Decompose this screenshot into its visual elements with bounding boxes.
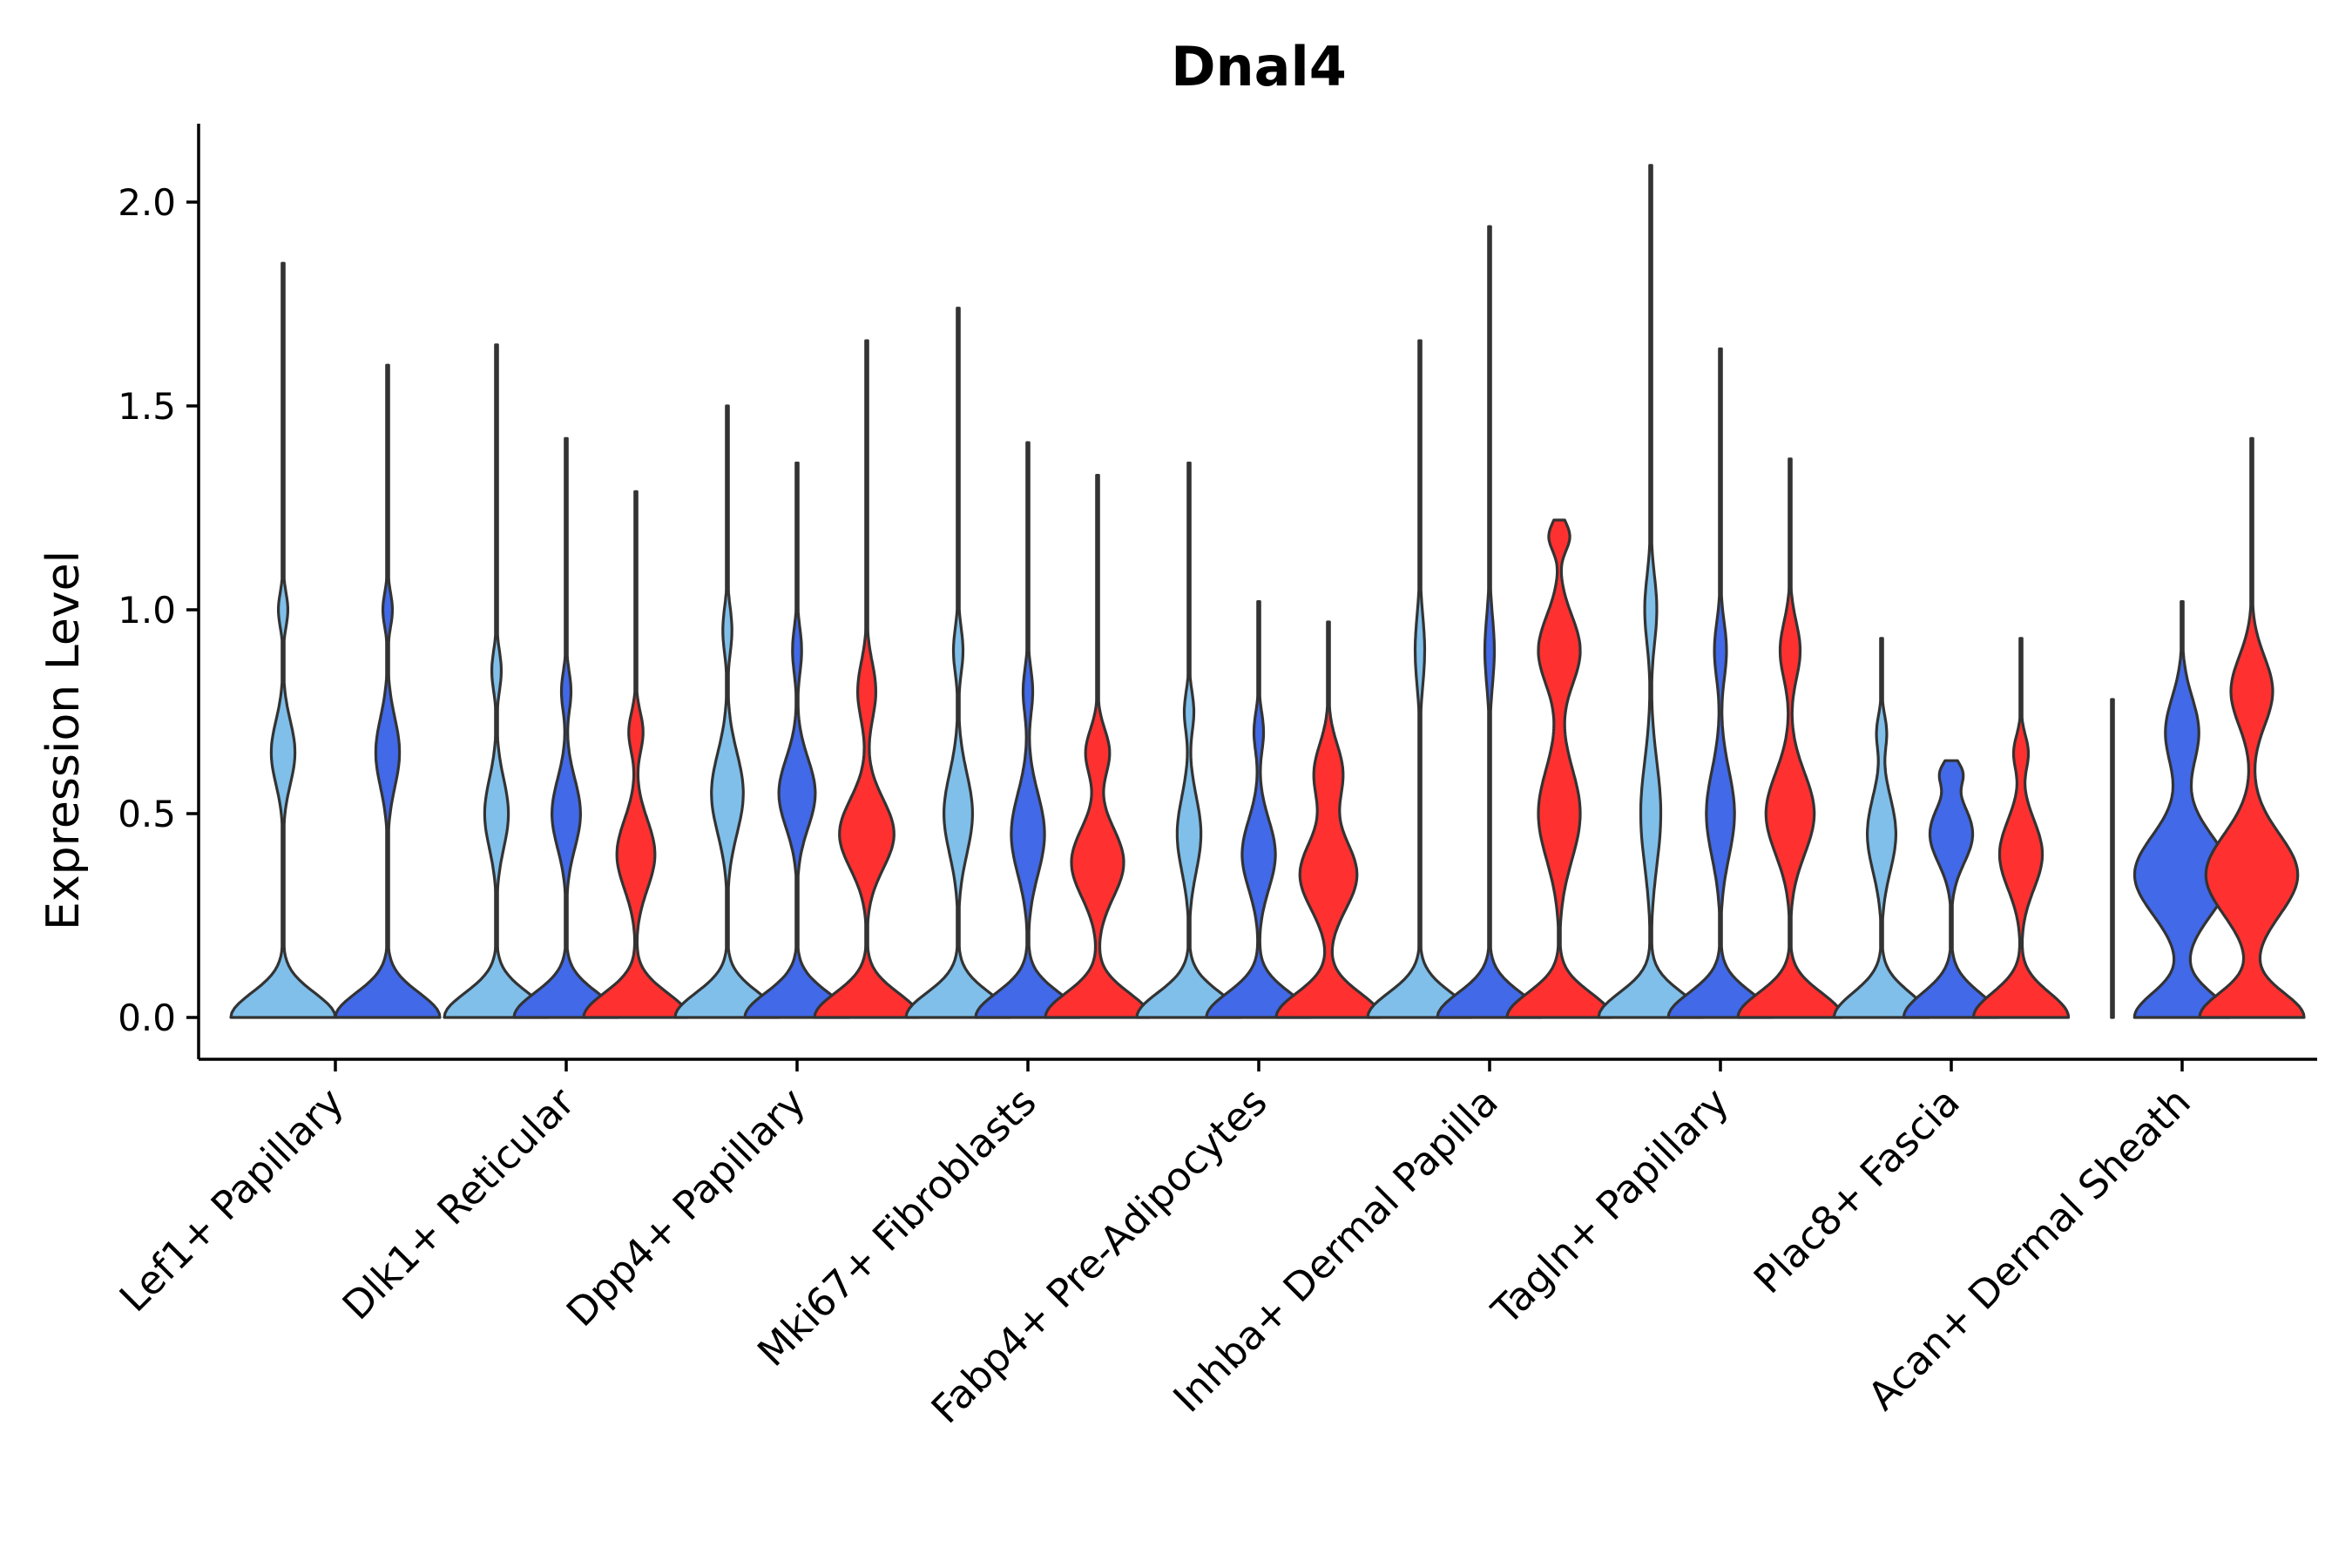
violin-7-2 [1666,347,1774,1019]
x-axis [199,1058,2317,1071]
violin-1-1 [229,261,337,1019]
violin-3-2 [743,461,851,1019]
violin-8-3 [1971,637,2071,1019]
x-tick-label: Dpp4+ Papillary [558,1078,814,1335]
violin-6-2 [1436,225,1544,1019]
y-tick-label: 0.0 [118,997,176,1039]
violin-4-3 [1044,474,1152,1019]
violin-6-3 [1505,518,1613,1019]
x-tick-label: Dlk1+ Reticular [334,1078,584,1328]
violin-4-1 [904,307,1012,1019]
x-tick-label: Tagln+ Papillary [1483,1078,1738,1334]
y-tick-label: 2.0 [118,181,176,224]
violin-7-3 [1736,457,1844,1019]
violin-1-2 [334,363,442,1019]
violin-8-2 [1902,759,2001,1019]
y-axis: 0.0 0.5 1.0 1.5 2.0 [118,124,200,1059]
y-tick-label: 0.5 [118,793,176,835]
violin-2-2 [512,436,620,1019]
violin-5-2 [1205,600,1313,1019]
y-tick-label: 1.5 [118,385,176,428]
violin-3-1 [673,404,781,1019]
chart-title: Dnal4 [1171,35,1347,98]
violin-9-3 [2198,436,2306,1019]
y-tick-label: 1.0 [118,589,176,632]
violin-9-2 [2132,600,2232,1019]
violin-3-3 [813,339,921,1019]
violin-8-1 [1832,637,1931,1019]
violin-9-1 [2110,698,2115,1019]
x-tick-label: Lef1+ Papillary [111,1078,353,1321]
violin-5-1 [1135,461,1243,1019]
violin-7-1 [1597,164,1705,1019]
violin-5-3 [1274,620,1382,1019]
violin-4-2 [974,441,1082,1019]
y-axis-label: Expression Level [37,551,90,930]
violin-2-1 [443,343,551,1019]
x-tick-label: Plac8+ Fascia [1745,1078,1969,1302]
violin-2-3 [582,490,690,1019]
violins-layer [229,164,2306,1019]
violin-6-1 [1366,339,1474,1019]
